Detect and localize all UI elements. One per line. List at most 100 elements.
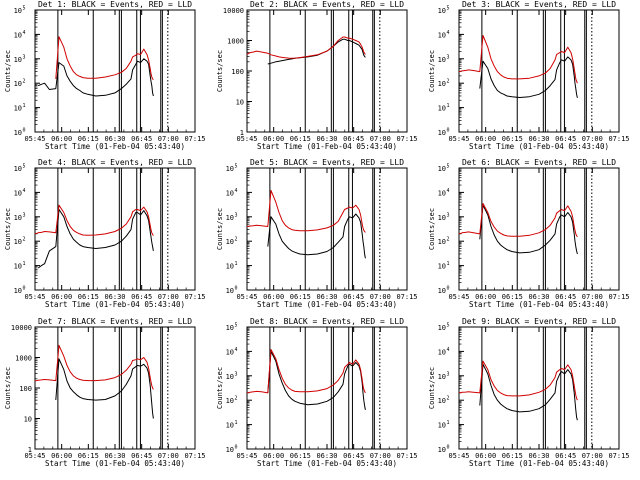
y-axis-label: Counts/sec [428,367,436,409]
y-tick-exponent: 4 [23,188,26,194]
x-axis-label: Start Time (01-Feb-04 05:43:40) [45,459,185,468]
y-tick-label: 1000 [15,355,32,363]
series-lld-line [458,203,578,238]
y-tick-label: 10 [438,348,446,356]
series-events-line [38,58,154,97]
y-tick-exponent: 3 [235,212,238,218]
x-axis-label: Start Time (01-Feb-04 05:43:40) [257,142,397,151]
x-tick-label: 06:15 [78,135,99,143]
y-tick-label: 10 [438,56,446,64]
x-tick-label: 06:15 [502,135,523,143]
series-events-line [267,38,366,65]
plot-frame [458,9,620,133]
x-axis-label: Start Time (01-Feb-04 05:43:40) [469,459,609,468]
x-tick-label: 06:45 [343,452,364,460]
x-tick-label: 07:15 [608,293,629,301]
y-tick-label: 10 [438,165,446,173]
x-axis-label: Start Time (01-Feb-04 05:43:40) [45,142,185,151]
y-tick-label: 10 [226,263,234,271]
x-tick-label: 07:00 [582,135,603,143]
y-tick-exponent: 2 [235,396,238,402]
x-tick-label: 06:30 [104,452,125,460]
series-events-line [267,350,366,410]
y-tick-exponent: 2 [235,237,238,243]
x-tick-label: 07:15 [184,293,205,301]
plot-frame [458,167,620,291]
x-tick-label: 07:00 [582,293,603,301]
x-tick-label: 06:30 [316,293,337,301]
y-tick-label: 10 [226,189,234,197]
x-tick-label: 06:45 [555,452,576,460]
chart-panel-7: Det 7: BLACK = Events, RED = LLD 1 10 100 10… [4,317,206,468]
plot-frame [34,9,196,133]
series-events-line [479,363,578,421]
y-tick-label: 10 [14,287,22,295]
plot-frame [246,326,408,450]
x-tick-label: 07:00 [158,293,179,301]
y-tick-label: 10 [226,373,234,381]
y-tick-label: 10 [226,397,234,405]
x-tick-label: 06:00 [263,135,284,143]
chart-title: Det 1: BLACK = Events, RED = LLD [38,0,192,9]
y-tick-exponent: 2 [23,237,26,243]
chart-title: Det 9: BLACK = Events, RED = LLD [462,317,616,326]
y-tick-exponent: 0 [447,286,450,292]
x-tick-label: 06:45 [131,293,152,301]
x-tick-label: 07:00 [582,452,603,460]
y-axis-label: Counts/sec [4,367,12,409]
series-events-line [479,56,578,99]
x-tick-label: 07:15 [608,452,629,460]
x-tick-label: 06:45 [343,135,364,143]
y-tick-exponent: 3 [23,54,26,60]
y-tick-label: 100 [231,68,244,76]
y-tick-label: 10 [438,287,446,295]
series-lld-line [458,35,578,84]
series-lld-line [246,36,366,59]
y-tick-label: 10 [438,324,446,332]
x-tick-label: 06:15 [290,293,311,301]
x-tick-label: 06:15 [502,452,523,460]
x-tick-label: 06:00 [475,452,496,460]
chart-title: Det 7: BLACK = Events, RED = LLD [38,317,192,326]
series-events-line [267,213,366,259]
y-tick-exponent: 4 [447,30,450,36]
x-tick-label: 07:15 [184,452,205,460]
chart-title: Det 4: BLACK = Events, RED = LLD [38,158,192,167]
x-tick-label: 06:30 [104,135,125,143]
series-events-line [37,209,154,269]
x-tick-label: 05:45 [24,135,45,143]
y-tick-exponent: 3 [235,371,238,377]
x-tick-label: 06:00 [51,452,72,460]
y-tick-exponent: 2 [447,396,450,402]
plot-frame [458,326,620,450]
x-tick-label: 07:15 [396,452,417,460]
x-tick-label: 06:45 [555,135,576,143]
series-lld-line [34,344,154,390]
x-tick-label: 07:00 [158,135,179,143]
x-tick-label: 05:45 [24,452,45,460]
x-tick-label: 05:45 [236,293,257,301]
x-tick-label: 05:45 [448,293,469,301]
y-axis-label: Counts/sec [216,50,224,92]
y-tick-label: 10 [14,7,22,15]
y-tick-exponent: 5 [447,164,450,170]
y-tick-exponent: 4 [235,188,238,194]
y-tick-label: 10 [14,189,22,197]
y-tick-exponent: 1 [447,261,450,267]
x-tick-label: 06:15 [290,135,311,143]
y-tick-label: 10 [226,422,234,430]
plot-frame [246,9,408,133]
chart-title: Det 3: BLACK = Events, RED = LLD [462,0,616,9]
y-tick-label: 10 [226,214,234,222]
x-tick-label: 06:30 [528,293,549,301]
y-tick-label: 10 [24,416,32,424]
x-axis-label: Start Time (01-Feb-04 05:43:40) [469,142,609,151]
x-tick-label: 06:30 [316,452,337,460]
y-tick-exponent: 3 [447,54,450,60]
x-tick-label: 06:00 [263,293,284,301]
y-tick-label: 10000 [11,324,32,332]
x-tick-label: 07:15 [396,135,417,143]
